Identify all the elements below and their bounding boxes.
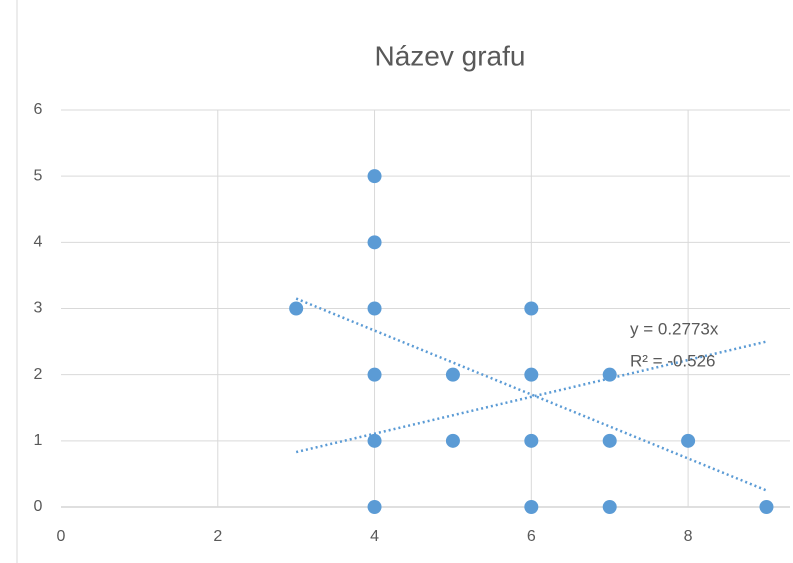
point (367, 235, 382, 250)
y-tick-label: 1 (34, 432, 43, 449)
trendline-label: R² = -0.526 (630, 351, 716, 370)
trendline-label: y = 0.2773x (630, 319, 719, 338)
point (524, 301, 539, 316)
x-tick-label: 4 (370, 528, 379, 545)
y-tick-label: 0 (34, 498, 43, 515)
y-tick-label: 4 (34, 234, 43, 251)
x-tick-label: 6 (527, 528, 536, 545)
point (367, 433, 382, 448)
point (367, 169, 382, 184)
x-tick-label: 0 (57, 528, 66, 545)
point (524, 367, 539, 382)
trendline (295, 340, 767, 454)
point (524, 433, 539, 448)
y-tick-label: 6 (34, 101, 43, 118)
point (602, 500, 617, 514)
point (289, 301, 304, 316)
chart-border (16, 0, 793, 563)
point (367, 500, 382, 514)
y-tick-label: 3 (34, 300, 43, 317)
point (602, 433, 617, 448)
point (759, 500, 774, 514)
point (524, 500, 539, 514)
x-tick-label: 8 (684, 528, 693, 545)
chart-title: Název grafu (375, 40, 526, 71)
point (445, 433, 460, 448)
y-tick-label: 2 (34, 366, 43, 383)
x-tick-label: 2 (213, 528, 222, 545)
point (445, 367, 460, 382)
point (602, 367, 617, 382)
point (367, 301, 382, 316)
y-tick-label: 5 (34, 167, 43, 184)
point (681, 433, 696, 448)
point (367, 367, 382, 382)
